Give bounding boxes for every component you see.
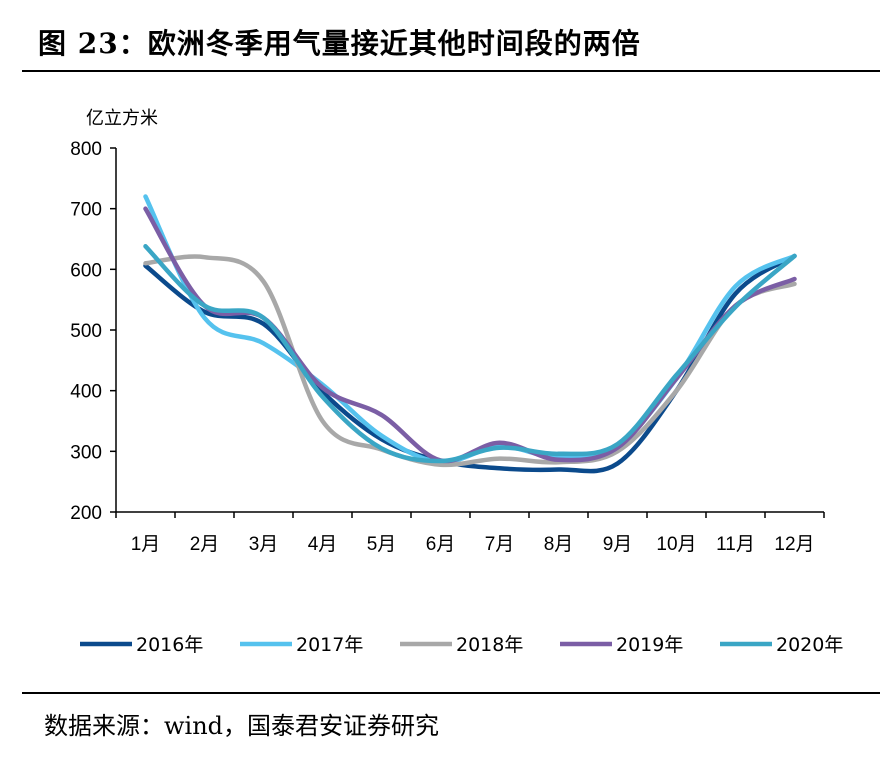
axes: 200 300 400 500 600 700 800 1月 2月 3月 4月 5月 6月 7月 8月 9月 1… — [70, 139, 825, 555]
x-tick-label: 4月 — [308, 534, 338, 555]
x-tick-label: 12月 — [774, 534, 814, 555]
legend-label-3: 2018年 — [456, 634, 523, 656]
source-note: 数据来源：wind，国泰君安证券研究 — [44, 712, 440, 740]
series-line-3 — [143, 254, 797, 468]
x-tick-label: 3月 — [249, 534, 279, 555]
y-tick-label: 400 — [70, 382, 102, 403]
legend-label-4: 2019年 — [616, 634, 683, 656]
legend-label-1: 2016年 — [136, 634, 203, 656]
x-tick-label: 2月 — [190, 534, 220, 555]
line-chart: 亿立方米 200 300 400 500 600 700 800 1月 2月 3月 4月 5月 6月 7月… — [70, 108, 843, 656]
legend-label-2: 2017年 — [296, 634, 363, 656]
x-tick-label: 5月 — [367, 534, 397, 555]
figure-title: 图 23：欧洲冬季用气量接近其他时间段的两倍 — [38, 27, 641, 60]
x-tick-label: 9月 — [603, 534, 633, 555]
series-line-5 — [143, 244, 797, 464]
x-tick-label: 1月 — [131, 534, 161, 555]
y-tick-label: 200 — [70, 503, 102, 524]
x-tick-label: 7月 — [485, 534, 515, 555]
x-tick-label: 10月 — [656, 534, 696, 555]
y-tick-label: 700 — [70, 200, 102, 221]
y-tick-label: 500 — [70, 321, 102, 342]
x-tick-label: 8月 — [544, 534, 574, 555]
x-tick-label: 11月 — [716, 534, 755, 555]
series-line-2 — [143, 194, 797, 465]
series-lines — [143, 194, 797, 474]
legend-label-5: 2020年 — [776, 634, 843, 656]
y-tick-label: 300 — [70, 442, 102, 463]
y-tick-label: 800 — [70, 139, 102, 160]
y-axis-unit: 亿立方米 — [86, 108, 158, 129]
top-rule — [22, 70, 880, 72]
bottom-rule — [22, 692, 880, 694]
x-tick-label: 6月 — [426, 534, 456, 555]
y-tick-label: 600 — [70, 260, 102, 281]
legend: 2016年 2017年 2018年 2019年 2020年 — [80, 634, 843, 656]
